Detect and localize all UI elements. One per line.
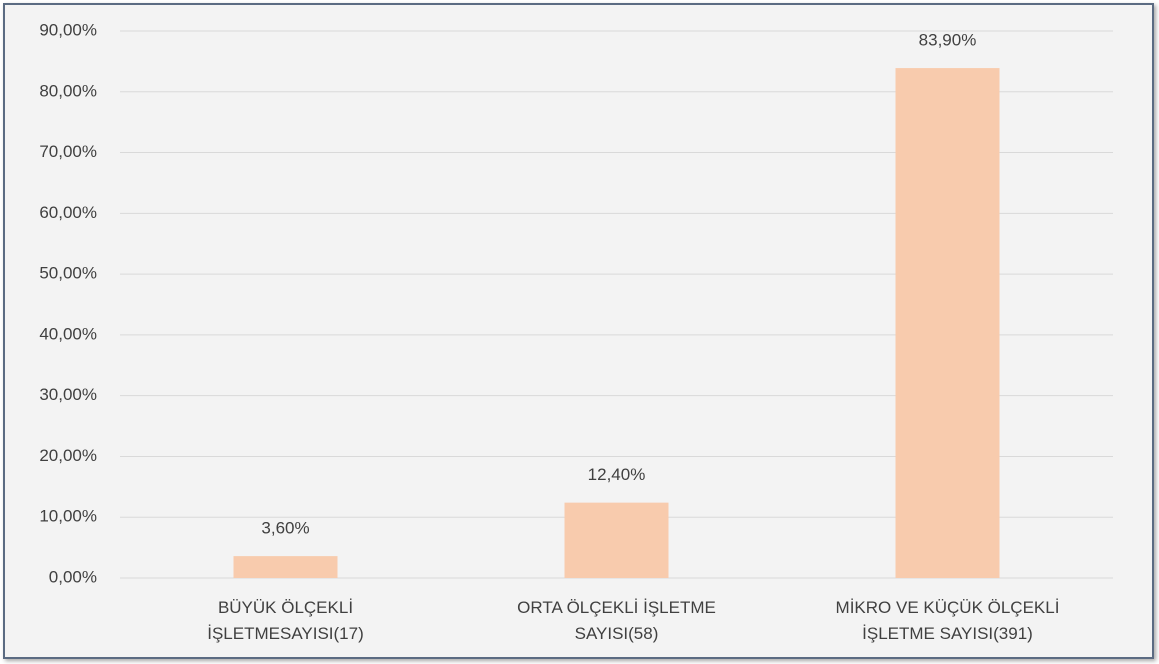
x-tick-label: ORTA ÖLÇEKLİ İŞLETME SAYISI(58): [517, 598, 716, 643]
x-tick-label: MİKRO VE KÜÇÜK ÖLÇEKLİ İŞLETME SAYISI(39…: [835, 598, 1060, 643]
y-tick-label: 40,00%: [39, 324, 97, 343]
data-label: 12,40%: [588, 465, 646, 484]
data-label: 83,90%: [919, 31, 977, 50]
bar: [895, 68, 1000, 578]
y-tick-label: 0,00%: [49, 567, 97, 586]
y-tick-label: 60,00%: [39, 203, 97, 222]
bar: [564, 502, 669, 578]
y-tick-label: 90,00%: [39, 20, 97, 39]
y-tick-label: 80,00%: [39, 81, 97, 100]
y-tick-label: 10,00%: [39, 507, 97, 526]
y-tick-label: 20,00%: [39, 446, 97, 465]
x-tick-label: BÜYÜK ÖLÇEKLİ İŞLETMESAYISI(17): [207, 598, 364, 643]
y-tick-label: 30,00%: [39, 385, 97, 404]
bar: [233, 556, 338, 578]
y-tick-label: 70,00%: [39, 142, 97, 161]
data-label: 3,60%: [261, 519, 309, 538]
y-tick-label: 50,00%: [39, 264, 97, 283]
